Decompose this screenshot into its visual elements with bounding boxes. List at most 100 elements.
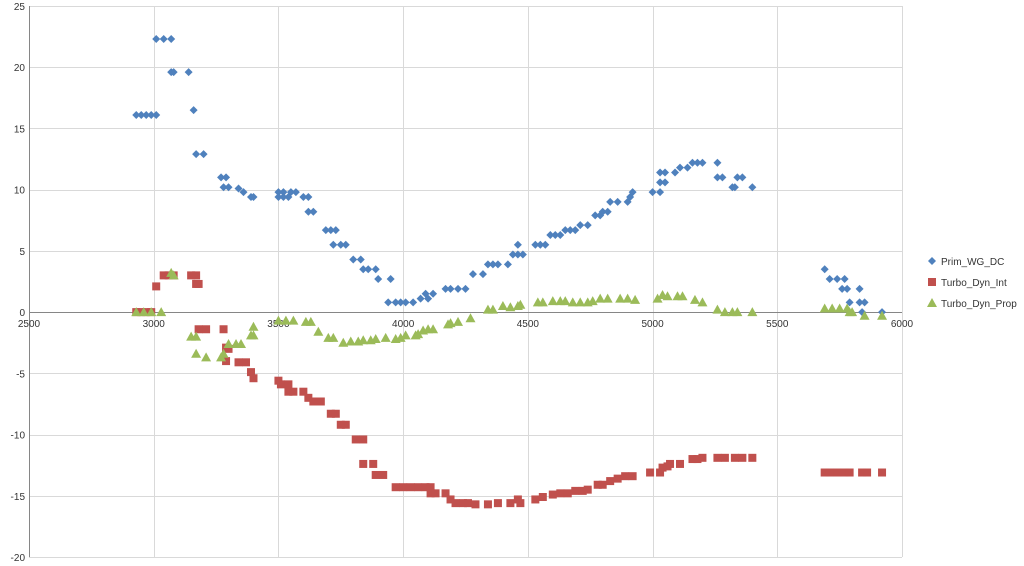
data-point — [201, 352, 212, 362]
data-point — [676, 459, 685, 468]
data-point — [571, 226, 580, 235]
data-point — [445, 318, 456, 328]
data-point — [326, 409, 335, 418]
data-point — [409, 298, 418, 307]
data-point — [239, 188, 248, 197]
data-point — [713, 173, 722, 182]
x-tick-label: 4000 — [392, 319, 415, 330]
data-point — [192, 150, 201, 159]
data-point — [359, 435, 368, 444]
data-point — [834, 303, 845, 313]
x-tick-label: 6000 — [891, 319, 914, 330]
data-point — [156, 307, 167, 317]
data-point — [465, 313, 476, 323]
data-point — [426, 489, 435, 498]
axes — [29, 6, 902, 557]
data-point — [719, 307, 730, 317]
legend-marker — [928, 257, 936, 265]
data-point — [628, 188, 637, 197]
data-point — [413, 329, 424, 339]
data-point — [371, 265, 380, 274]
data-point — [661, 178, 670, 187]
data-point — [683, 163, 692, 172]
data-point — [838, 284, 847, 293]
data-point — [304, 393, 313, 402]
data-point — [167, 35, 176, 44]
data-point — [219, 325, 228, 334]
data-point — [461, 284, 470, 293]
data-point — [159, 271, 168, 280]
legend-label: Turbo_Dyn_Int — [941, 278, 1007, 289]
data-point — [224, 183, 233, 192]
data-point — [187, 271, 196, 280]
data-point — [276, 380, 285, 389]
data-point — [656, 468, 665, 477]
data-point — [399, 483, 408, 492]
data-point — [289, 387, 298, 396]
data-point — [606, 477, 615, 486]
data-point — [416, 294, 425, 303]
y-tick-label: 15 — [14, 124, 26, 135]
data-point — [827, 303, 838, 313]
y-tick-label: 20 — [14, 63, 26, 74]
data-point — [299, 193, 308, 202]
data-point — [622, 293, 633, 303]
data-point — [677, 291, 688, 301]
data-point — [453, 316, 464, 326]
data-point — [391, 298, 400, 307]
data-point — [858, 468, 867, 477]
data-point — [242, 358, 251, 367]
data-point — [380, 332, 391, 342]
data-point — [847, 307, 858, 317]
legend-item: Turbo_Dyn_Prop — [927, 298, 1017, 310]
data-point — [666, 459, 675, 468]
legend-label: Prim_WG_DC — [941, 257, 1004, 268]
data-point — [503, 260, 512, 269]
y-tick-label: 0 — [19, 308, 25, 319]
data-point — [331, 409, 340, 418]
data-point — [396, 298, 405, 307]
data-point — [656, 178, 665, 187]
data-point — [548, 490, 557, 499]
data-point — [236, 338, 247, 348]
data-point — [845, 468, 854, 477]
data-point — [515, 299, 526, 309]
data-point — [280, 315, 291, 325]
data-point — [451, 499, 460, 508]
data-point — [359, 459, 368, 468]
data-point — [234, 358, 243, 367]
data-point — [603, 207, 612, 216]
data-point — [859, 310, 870, 320]
data-point — [168, 270, 179, 280]
data-point — [194, 325, 203, 334]
data-point — [248, 330, 259, 340]
data-point — [364, 265, 373, 274]
legend-marker — [928, 278, 936, 286]
data-point — [305, 316, 316, 326]
data-series — [131, 35, 888, 509]
data-point — [279, 193, 288, 202]
data-point — [505, 302, 516, 312]
data-point — [556, 230, 565, 239]
data-point — [567, 297, 578, 307]
data-point — [513, 240, 522, 249]
data-point — [531, 495, 540, 504]
data-point — [274, 188, 283, 197]
x-tick-label: 5500 — [766, 319, 789, 330]
series-turbo-dyn-int — [132, 271, 887, 509]
data-point — [551, 230, 560, 239]
data-point — [863, 468, 872, 477]
data-point — [274, 193, 283, 202]
data-point — [732, 307, 743, 317]
data-point — [478, 270, 487, 279]
data-point — [336, 420, 345, 429]
data-point — [217, 173, 226, 182]
data-point — [693, 455, 702, 464]
data-point — [878, 468, 887, 477]
data-point — [547, 296, 558, 306]
data-point — [152, 282, 161, 291]
data-point — [621, 472, 630, 481]
data-point — [459, 499, 468, 508]
data-point — [216, 352, 227, 362]
